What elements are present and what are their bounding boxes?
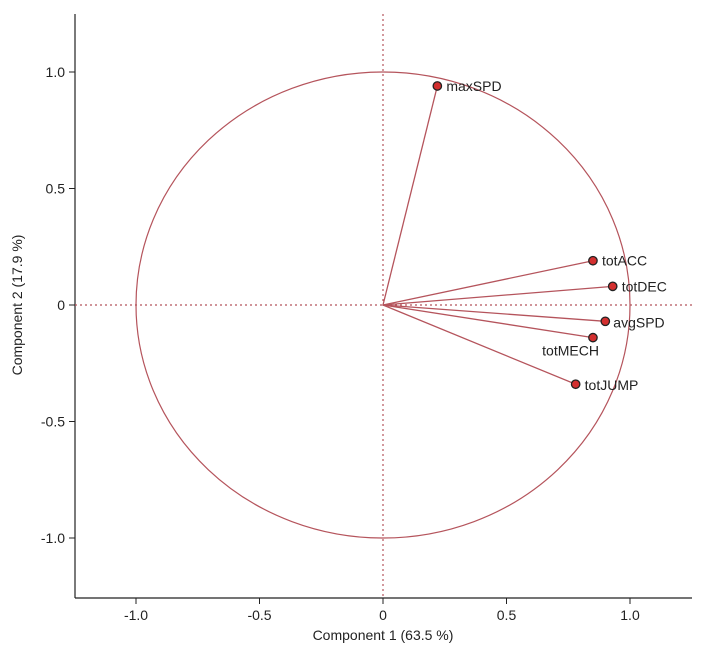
loading-point-maxSPD [432,81,443,91]
y-tick-label: -0.5 [41,414,65,430]
point-label-maxSPD: maxSPD [446,78,501,94]
point-label-totDEC: totDEC [622,278,667,294]
point-label-totACC: totACC [602,253,647,269]
reference-lines [75,14,692,598]
loading-point-totMECH [588,332,598,343]
loading-vectors [382,85,613,385]
point-labels: maxSPD totACC totDEC avgSPD totMECH totJUMP [446,78,666,393]
unit-circle-layer [135,71,631,539]
point-label-totJUMP: totJUMP [585,377,639,393]
point-label-totMECH: totMECH [542,343,599,359]
loading-vector-avgSPD [382,304,606,322]
unit-circle [135,71,631,539]
loading-points [432,81,618,390]
axis-ticks: -1.0 -0.5 0 0.5 1.0 -1.0 -0.5 0 0.5 1.0 [41,64,640,623]
y-tick-label: 0 [57,297,65,313]
x-tick-label: -1.0 [124,607,148,623]
y-tick-label: 1.0 [46,64,66,80]
loading-vector-totDEC [382,285,613,306]
x-tick-label: -0.5 [247,607,271,623]
y-tick-label: -1.0 [41,530,65,546]
loading-vector-totACC [382,260,594,306]
y-tick-label: 0.5 [46,181,66,197]
x-axis-label: Component 1 (63.5 %) [313,627,454,643]
loading-vector-totJUMP [382,304,576,385]
loading-vector-maxSPD [382,85,438,306]
loading-vector-totMECH [382,304,594,339]
loading-point-avgSPD [600,316,611,327]
x-tick-label: 1.0 [620,607,640,623]
loading-point-totACC [588,255,598,266]
y-axis-label: Component 2 (17.9 %) [9,235,25,376]
x-tick-label: 0.5 [497,607,517,623]
loading-point-totDEC [607,281,618,292]
x-tick-label: 0 [379,607,387,623]
point-label-avgSPD: avgSPD [613,314,664,330]
loading-point-totJUMP [570,379,581,390]
